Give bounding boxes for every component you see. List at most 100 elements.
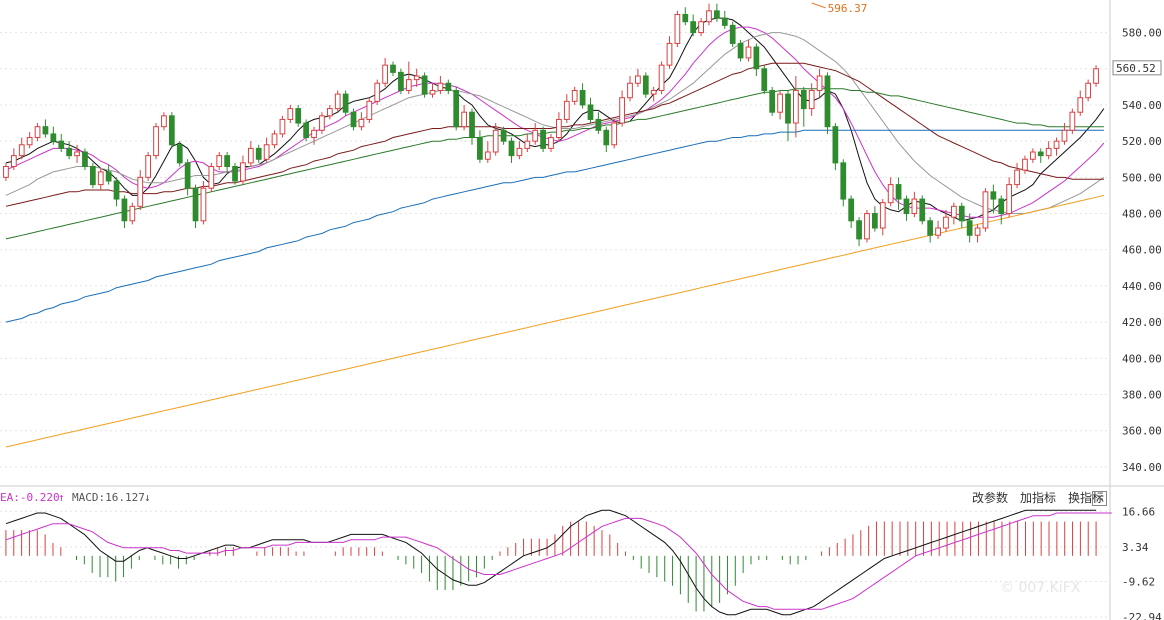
candle-body	[879, 202, 886, 229]
candle-body	[706, 10, 712, 23]
candle-body	[587, 104, 594, 120]
candle-body	[58, 140, 65, 149]
candle-body	[287, 108, 294, 120]
price-tick-label: 340.00	[1122, 461, 1162, 474]
add-indicator-button[interactable]: 加指标	[1019, 491, 1056, 505]
candle-body	[319, 115, 325, 131]
candle-body	[200, 187, 207, 222]
candle-body	[161, 115, 167, 128]
candle-body	[674, 13, 681, 44]
macd-value-legend: MACD:16.127	[72, 491, 145, 504]
candle-body	[745, 46, 752, 59]
price-tick-label: 580.00	[1122, 27, 1162, 40]
candle-body	[374, 82, 381, 102]
macd-tick-label: -9.62	[1122, 576, 1155, 589]
candle-body	[82, 151, 88, 167]
candle-body	[255, 147, 262, 160]
candle-body	[18, 144, 25, 157]
candle-body	[619, 97, 625, 124]
candle-body	[429, 89, 436, 95]
candle-body	[666, 42, 673, 66]
candle-body	[224, 155, 230, 167]
macd-dea-line	[5, 512, 1112, 610]
candle-body	[729, 24, 736, 44]
candle-body	[927, 220, 934, 236]
candle-body	[895, 184, 902, 200]
candle-body	[650, 89, 657, 95]
candle-body	[129, 205, 136, 222]
candle-body	[176, 144, 183, 164]
price-tick-label: 400.00	[1122, 352, 1162, 365]
price-tick-label: 420.00	[1122, 316, 1162, 329]
candle-body	[1022, 158, 1028, 171]
price-tick-label: 440.00	[1122, 280, 1162, 293]
candle-body	[453, 89, 460, 128]
candle-body	[1053, 140, 1060, 149]
candle-body	[872, 213, 878, 229]
candle-body	[326, 108, 333, 117]
candle-body	[398, 71, 404, 91]
macd-tick-label: 16.66	[1122, 505, 1155, 518]
candle-body	[303, 122, 309, 139]
candle-body	[390, 64, 396, 73]
candle-body	[137, 176, 144, 207]
candle-body	[848, 198, 855, 222]
candle-body	[943, 216, 949, 229]
indicator-toolbar: 改参数 加指标 换指标	[972, 489, 1104, 506]
macd-tick-label: 3.34	[1122, 541, 1149, 554]
price-tick-label: 480.00	[1122, 208, 1162, 221]
candle-body	[721, 17, 728, 26]
candle-body	[358, 118, 365, 128]
switch-indicator-button[interactable]: 换指标	[1067, 491, 1104, 505]
candle-body	[816, 75, 823, 91]
candle-body	[1077, 97, 1084, 113]
candle-body	[279, 118, 286, 135]
candle-body	[785, 93, 791, 124]
candle-body	[232, 165, 238, 182]
candle-body	[832, 126, 839, 164]
candle-body	[682, 13, 689, 23]
candle-body	[579, 89, 586, 106]
candle-body	[769, 89, 776, 113]
candle-body	[1093, 68, 1099, 84]
candle-body	[208, 165, 215, 189]
close-indicator-button[interactable]: ×	[1092, 491, 1107, 506]
candle-body	[935, 227, 941, 236]
candle-body	[990, 191, 997, 200]
candle-body	[1061, 129, 1068, 142]
candle-body	[168, 115, 175, 146]
candle-body	[469, 111, 475, 139]
candle-body	[247, 147, 254, 164]
price-tick-label: 460.00	[1122, 244, 1162, 257]
candle-body	[571, 89, 578, 102]
candle-body	[563, 100, 570, 120]
candle-body	[982, 191, 989, 229]
candle-body	[1029, 151, 1036, 160]
macd-dea-arrow: ↑	[58, 491, 65, 504]
candle-body	[635, 75, 641, 84]
candle-body	[690, 21, 697, 34]
candle-body	[642, 75, 649, 95]
watermark: © 007.KiFX	[1000, 580, 1081, 596]
price-tick-label: 360.00	[1122, 425, 1162, 438]
candle-body	[698, 21, 704, 34]
candle-body	[595, 118, 602, 131]
candle-body	[421, 75, 428, 95]
candle-body	[105, 171, 112, 182]
candle-body	[413, 75, 420, 81]
candle-body	[311, 129, 317, 139]
price-tick-label: 540.00	[1122, 99, 1162, 112]
edit-params-button[interactable]: 改参数	[971, 491, 1008, 505]
candle-body	[998, 198, 1005, 215]
candle-body	[793, 89, 799, 124]
candle-body	[903, 198, 910, 215]
candle-body	[500, 129, 507, 142]
candle-body	[911, 198, 918, 215]
candle-body	[658, 64, 665, 91]
candle-body	[113, 180, 120, 200]
candle-body	[548, 137, 554, 149]
candle-body	[1006, 184, 1013, 215]
candle-body	[532, 129, 539, 142]
high-marker-label: 596.37	[828, 2, 868, 15]
